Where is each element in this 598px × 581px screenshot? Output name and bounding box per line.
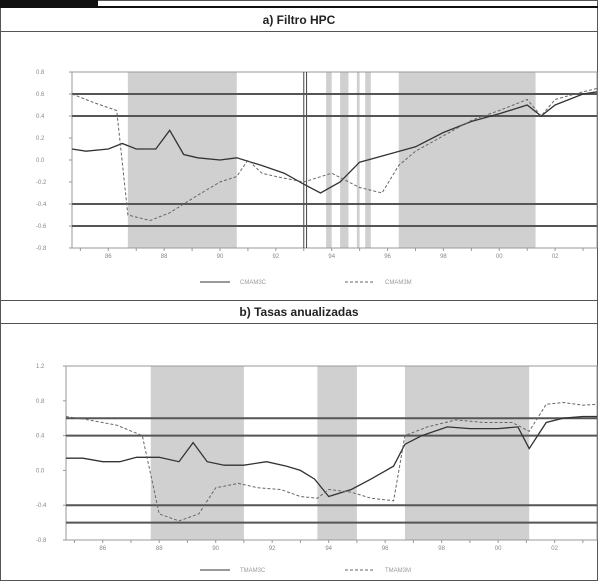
y-tick-label: 0.8 [36, 399, 45, 405]
x-tick-label: 86 [105, 254, 112, 260]
series-line-cmam3m [71, 88, 598, 222]
legend-label: CMAM3M [385, 280, 412, 286]
x-tick-label: 96 [382, 546, 389, 552]
x-tick-label: 92 [273, 254, 280, 260]
shaded-region [398, 72, 536, 248]
panel-divider [0, 300, 598, 301]
y-tick-label: -0.2 [36, 180, 47, 186]
y-tick-label: -0.8 [36, 538, 47, 544]
y-tick-label: 0.2 [36, 136, 45, 142]
legend-label: CMAM3C [240, 280, 267, 286]
series-line-tmam3m [65, 401, 598, 522]
x-tick-label: 94 [328, 254, 335, 260]
y-tick-label: 0.8 [36, 70, 45, 76]
x-tick-label: 90 [217, 254, 224, 260]
x-tick-label: 98 [440, 254, 447, 260]
x-tick-label: 92 [269, 546, 276, 552]
series-line-tmam3c [66, 415, 597, 498]
y-tick-label: -0.4 [36, 202, 47, 208]
shaded-region [404, 366, 530, 540]
y-tick-label: -0.6 [36, 224, 47, 230]
y-tick-label: 0.0 [36, 468, 45, 474]
x-tick-label: 02 [551, 546, 558, 552]
y-tick-label: 1.2 [36, 364, 45, 370]
x-tick-label: 86 [99, 546, 106, 552]
header-rule [98, 6, 598, 8]
x-tick-label: 00 [495, 546, 502, 552]
y-tick-label: 0.4 [36, 434, 45, 440]
y-tick-label: 0.4 [36, 114, 45, 120]
shaded-region [317, 366, 357, 540]
x-tick-label: 98 [438, 546, 445, 552]
x-tick-label: 96 [384, 254, 391, 260]
x-tick-label: 88 [156, 546, 163, 552]
x-tick-label: 88 [161, 254, 168, 260]
panel-b-title: b) Tasas anualizadas [0, 301, 598, 324]
x-tick-label: 00 [496, 254, 503, 260]
x-tick-label: 90 [212, 546, 219, 552]
header-bar [0, 0, 598, 8]
x-tick-label: 94 [325, 546, 332, 552]
legend-label: TMAM3C [240, 568, 266, 574]
shaded-region [150, 366, 244, 540]
chart-b: 1.2 0.8 0.4 0.0 -0.4 -0.8 86 88 90 92 94 96 98 00 02 TM… [36, 364, 598, 574]
y-tick-label: 0.6 [36, 92, 45, 98]
panel-a-title: a) Filtro HPC [0, 9, 598, 32]
header-block [0, 0, 98, 8]
legend-label: TMAM3M [385, 568, 411, 574]
series-line-cmam3c [71, 91, 598, 194]
plot-area [65, 365, 598, 541]
x-tick-label: 02 [552, 254, 559, 260]
shaded-region [356, 72, 360, 248]
shaded-region [326, 72, 332, 248]
y-tick-label: -0.8 [36, 246, 47, 252]
y-tick-label: 0.0 [36, 158, 45, 164]
y-tick-label: -0.4 [36, 503, 47, 509]
chart-a: 0.8 0.6 0.4 0.2 0.0 -0.2 -0.4 -0.6 -0.8 86 88 90 92 9… [36, 70, 598, 286]
shaded-region [340, 72, 349, 248]
